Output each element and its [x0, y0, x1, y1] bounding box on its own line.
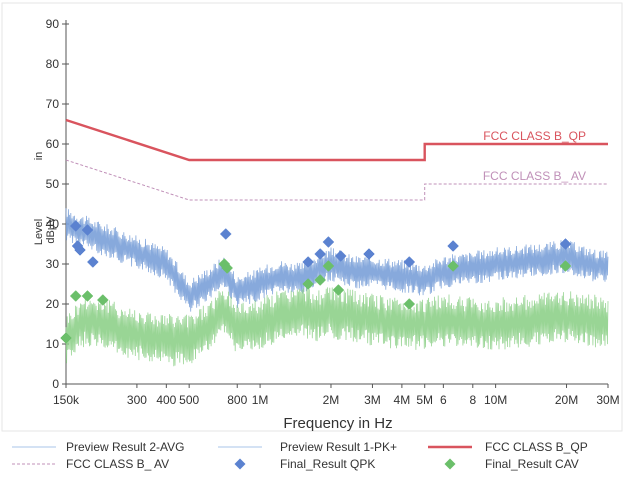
y-tick-label: 90 [46, 17, 60, 31]
marker-final-result-qpk [219, 228, 232, 240]
legend-diamond-icon [234, 458, 246, 470]
marker-final-result-qpk [86, 256, 99, 268]
y-tick-label: 70 [46, 97, 60, 111]
limit-line-fcc-class-b-qp [65, 118, 608, 162]
marker-final-result-cav [403, 298, 416, 310]
x-tick-label: 150k [53, 393, 80, 407]
marker-final-result-qpk [334, 250, 347, 262]
legend-label: Preview Result 2-AVG [66, 440, 184, 454]
series-layer: FCC CLASS B_QP FCC CLASS B_ AV [65, 118, 609, 367]
y-tick-label: 40 [46, 217, 60, 231]
y-tick-label: 60 [46, 137, 60, 151]
limit-line-fcc-class-b-av [65, 159, 608, 201]
marker-final-result-cav [81, 290, 94, 302]
marker-final-result-cav [314, 274, 327, 286]
marker-final-result-qpk [447, 240, 459, 252]
marker-final-result-qpk [403, 256, 416, 268]
x-tick-label: 3M [364, 393, 381, 407]
x-tick-label: 4M [394, 393, 411, 407]
legend-label: Final_Result QPK [280, 457, 375, 471]
x-tick-label: 10M [484, 393, 507, 407]
y-tick-label: 0 [52, 377, 59, 391]
legend-entry: Preview Result 2-AVG [12, 440, 184, 454]
legend-label: FCC CLASS B_QP [485, 440, 588, 454]
legend-label: FCC CLASS B_ AV [66, 457, 169, 471]
limit-line-label: FCC CLASS B_QP [483, 129, 586, 143]
y-tick-label: 20 [46, 297, 60, 311]
legend-diamond-icon [444, 458, 456, 470]
marker-final-result-qpk [81, 224, 94, 236]
y-tick-label: 30 [46, 257, 60, 271]
marker-final-result-cav [332, 284, 345, 296]
marker-final-result-qpk [302, 256, 315, 268]
y-axis-label-line-3: dBµV [45, 216, 57, 244]
legend-label: Final_Result CAV [485, 457, 579, 471]
x-tick-label: 30M [596, 393, 619, 407]
marker-final-result-cav [559, 260, 572, 272]
marker-final-result-qpk [69, 220, 82, 232]
marker-final-result-qpk [322, 236, 335, 248]
marker-final-result-qpk [363, 248, 375, 260]
x-tick-label: 500 [179, 393, 199, 407]
marker-final-result-qpk [74, 244, 86, 256]
marker-final-result-cav [69, 290, 82, 302]
x-tick-label: 2M [323, 393, 340, 407]
marker-final-result-cav [221, 262, 234, 274]
marker-final-result-cav [302, 278, 315, 290]
x-tick-label: 5M [416, 393, 433, 407]
x-tick-label: 8 [469, 393, 476, 407]
y-tick-label: 10 [46, 337, 60, 351]
series-preview-result-2-avg [65, 287, 609, 367]
legend-entry: FCC CLASS B_QP [428, 440, 588, 454]
marker-final-result-qpk [314, 248, 327, 260]
x-tick-label: 1M [252, 393, 269, 407]
marker-final-result-qpk [559, 238, 572, 250]
chart-frame [1, 2, 623, 432]
axes-layer: 0 10 20 30 40 50 60 70 80 90 150k 300 400 500 800 1M 2M 3… [46, 17, 620, 407]
x-tick-label: 800 [227, 393, 247, 407]
marker-final-result-cav [60, 332, 72, 344]
legend: Preview Result 2-AVG Preview Result 1-PK+… [12, 440, 588, 471]
legend-entry: Final_Result CAV [444, 457, 579, 471]
legend-entry: Final_Result QPK [234, 457, 375, 471]
limit-line-label: FCC CLASS B_ AV [483, 169, 586, 183]
legend-label: Preview Result 1-PK+ [280, 440, 397, 454]
legend-entry: FCC CLASS B_ AV [12, 457, 169, 471]
y-tick-label: 80 [46, 57, 60, 71]
x-tick-label: 6 [440, 393, 447, 407]
marker-final-result-cav [447, 260, 459, 272]
marker-layer [60, 220, 572, 344]
x-tick-label: 400 [156, 393, 176, 407]
x-tick-label: 300 [127, 393, 147, 407]
marker-final-result-cav [322, 260, 335, 272]
y-tick-label: 50 [46, 177, 60, 191]
y-axis-label-line-2: in [33, 152, 45, 161]
legend-entry: Preview Result 1-PK+ [218, 440, 397, 454]
y-axis-label-line-1: Level [33, 219, 45, 245]
marker-final-result-cav [96, 294, 109, 306]
x-tick-label: 20M [555, 393, 578, 407]
x-axis-label: Frequency in Hz [283, 415, 392, 432]
